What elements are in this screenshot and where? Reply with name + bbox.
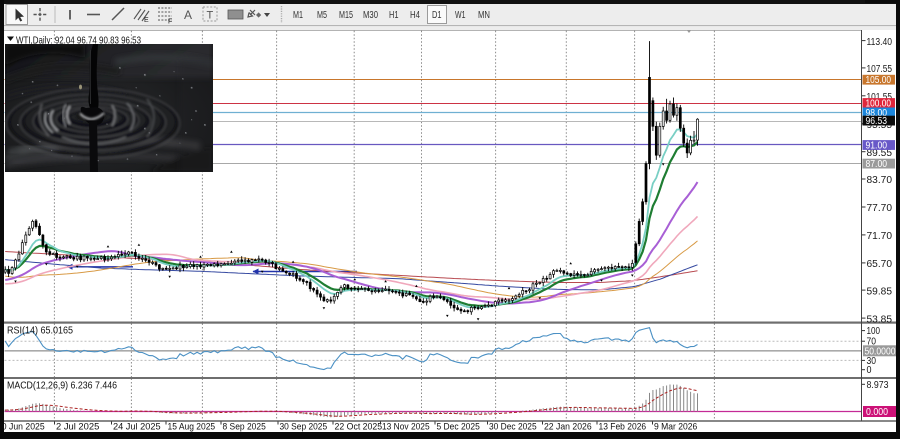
- svg-text:M30: M30: [363, 10, 378, 21]
- svg-text:96.53: 96.53: [866, 116, 888, 127]
- svg-text:M5: M5: [317, 10, 327, 21]
- svg-text:53.85: 53.85: [867, 314, 893, 325]
- svg-text:87.00: 87.00: [866, 159, 888, 170]
- svg-text:30 Sep 2025: 30 Sep 2025: [280, 422, 328, 433]
- svg-text:30: 30: [867, 356, 877, 367]
- svg-text:T: T: [207, 10, 214, 22]
- svg-text:9 Mar 2026: 9 Mar 2026: [654, 422, 697, 433]
- svg-text:70: 70: [867, 337, 877, 348]
- svg-text:10 Jun 2025: 10 Jun 2025: [0, 422, 45, 433]
- svg-text:A: A: [184, 8, 192, 22]
- svg-text:M1: M1: [293, 10, 303, 21]
- svg-text:D1: D1: [432, 10, 442, 21]
- svg-text:15 Aug 2025: 15 Aug 2025: [168, 422, 216, 433]
- svg-text:91.00: 91.00: [866, 141, 888, 152]
- svg-text:89.55: 89.55: [867, 148, 893, 159]
- svg-text:8.973: 8.973: [867, 380, 889, 391]
- svg-text:MN: MN: [478, 10, 490, 21]
- svg-text:65.70: 65.70: [867, 259, 893, 270]
- svg-text:M15: M15: [339, 10, 353, 21]
- svg-text:RSI(14) 65.0165: RSI(14) 65.0165: [7, 326, 73, 337]
- svg-text:98.00: 98.00: [866, 108, 888, 119]
- svg-text:H1: H1: [389, 10, 399, 21]
- svg-text:77.70: 77.70: [867, 203, 893, 214]
- svg-text:2 Jul 2025: 2 Jul 2025: [56, 422, 99, 433]
- svg-text:59.85: 59.85: [867, 286, 893, 297]
- svg-text:13 Nov 2025: 13 Nov 2025: [382, 422, 430, 433]
- svg-text:22 Oct 2025: 22 Oct 2025: [335, 422, 383, 433]
- svg-text:105.00: 105.00: [866, 75, 892, 86]
- svg-text:0.000: 0.000: [866, 407, 888, 418]
- svg-text:113.40: 113.40: [867, 37, 893, 48]
- svg-text:50.0000: 50.0000: [865, 346, 896, 357]
- svg-text:13 Feb 2026: 13 Feb 2026: [599, 422, 647, 433]
- svg-text:MACD(12,26,9) 6.236 7.446: MACD(12,26,9) 6.236 7.446: [7, 381, 117, 392]
- svg-text:101.55: 101.55: [867, 92, 893, 103]
- svg-text:W1: W1: [455, 10, 466, 21]
- svg-text:E: E: [144, 17, 149, 24]
- svg-text:22 Jan 2026: 22 Jan 2026: [544, 422, 592, 433]
- svg-text:5 Dec 2025: 5 Dec 2025: [437, 422, 480, 433]
- svg-text:100.00: 100.00: [866, 99, 892, 110]
- svg-text:107.55: 107.55: [867, 64, 893, 75]
- svg-text:F: F: [168, 19, 172, 26]
- svg-text:83.70: 83.70: [867, 175, 893, 186]
- svg-text:8 Sep 2025: 8 Sep 2025: [223, 422, 266, 433]
- svg-text:24 Jul 2025: 24 Jul 2025: [113, 422, 161, 433]
- svg-text:WTI,Daily: 92.04 96.74 90.83 9: WTI,Daily: 92.04 96.74 90.83 96.53: [16, 35, 141, 47]
- svg-text:100: 100: [867, 326, 881, 337]
- svg-text:H4: H4: [410, 10, 420, 21]
- svg-text:71.70: 71.70: [867, 231, 893, 242]
- svg-text:0: 0: [867, 365, 872, 376]
- svg-text:30 Dec 2025: 30 Dec 2025: [489, 422, 537, 433]
